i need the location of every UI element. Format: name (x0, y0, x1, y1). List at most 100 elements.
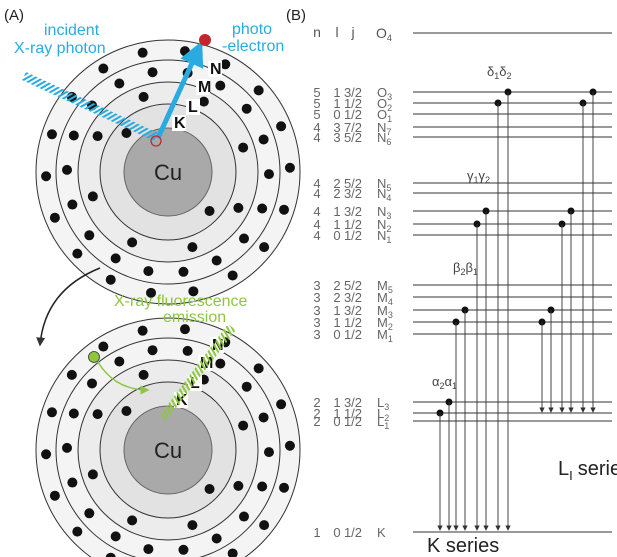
electron (121, 406, 131, 416)
electron (67, 370, 77, 380)
shell-sub: 4 (387, 33, 392, 43)
electron (88, 191, 98, 201)
electron (285, 441, 295, 451)
electron (148, 67, 158, 77)
shell-name: K (377, 525, 386, 540)
electron (143, 266, 153, 276)
quantum-number: 4 (313, 130, 320, 145)
shell-sub: 1 (384, 421, 389, 431)
electron (264, 447, 274, 457)
electron (62, 165, 72, 175)
quantum-number: 2 (313, 414, 320, 429)
line-label: β2β1 (453, 260, 478, 277)
electron (143, 544, 153, 554)
shell-label: K (174, 115, 186, 132)
column-header: j (350, 24, 354, 40)
shell-sub: 2 (386, 224, 391, 234)
shell-sub: 3 (388, 310, 393, 320)
shell-sub: 3 (387, 92, 392, 102)
electron (187, 242, 197, 252)
quantum-number: 3 (313, 327, 320, 342)
electron (242, 382, 252, 392)
quantum-number: 1/2 (344, 228, 362, 243)
electron (148, 345, 158, 355)
electron (69, 408, 79, 418)
quantum-number: 0 (333, 327, 340, 342)
line-symbol: β (453, 260, 460, 275)
shell-sub: 7 (386, 127, 391, 137)
electron (259, 520, 269, 530)
electron (111, 253, 121, 263)
electron (279, 483, 289, 493)
electron (259, 134, 269, 144)
electron (233, 481, 243, 491)
shell-label: M (198, 79, 211, 96)
shell-name: O (376, 25, 387, 41)
electron (187, 520, 197, 530)
line-sub: 2 (485, 175, 490, 185)
electron (67, 478, 77, 488)
electron (67, 200, 77, 210)
line-label: α2α1 (432, 374, 457, 391)
line-symbol: δ (499, 64, 506, 79)
incident-text: incident (44, 22, 100, 39)
quantum-number: 3/2 (344, 186, 362, 201)
electron (98, 64, 108, 74)
line-label: γ1γ2 (467, 168, 490, 185)
quantum-number: 0 (333, 414, 340, 429)
electron (215, 81, 225, 91)
series-text: series (578, 458, 617, 480)
quantum-number: 4 (313, 228, 320, 243)
electron (238, 143, 248, 153)
shell-name: N (377, 228, 386, 243)
electron (93, 131, 103, 141)
line-sub: 1 (452, 381, 457, 391)
shell-sub: 6 (386, 137, 391, 147)
electron (228, 270, 238, 280)
level-label: K (377, 525, 386, 540)
atom: CuNMLK (36, 40, 300, 304)
line-symbol: β (466, 260, 473, 275)
photoelectron (199, 34, 211, 46)
line-label: δ1δ2 (487, 64, 512, 81)
electron (47, 129, 57, 139)
electron (178, 267, 188, 277)
line-sub: 2 (507, 71, 512, 81)
quantum-number: 2 (333, 186, 340, 201)
shell-sub: 4 (388, 297, 393, 307)
shell-label: N (210, 61, 222, 78)
electron (98, 342, 108, 352)
electron (199, 97, 209, 107)
electron (276, 121, 286, 131)
line-sub: 1 (473, 267, 478, 277)
shell-sub: 3 (386, 211, 391, 221)
quantum-number: 0 (333, 228, 340, 243)
electron (215, 359, 225, 369)
electron (264, 169, 274, 179)
figure: CuNMLKCuNMLK (A) incident X-ray photon p… (0, 0, 617, 557)
shell-sub: 5 (388, 285, 393, 295)
element-label: Cu (154, 160, 182, 185)
electron (139, 370, 149, 380)
electron (69, 130, 79, 140)
electron (183, 346, 193, 356)
quantum-number: 1 (313, 525, 320, 540)
photo-text: photo (232, 21, 272, 38)
shell-name: N (377, 186, 386, 201)
electron (87, 378, 97, 388)
electron (233, 203, 243, 213)
series-text: L (558, 458, 569, 480)
shell-name: N (377, 130, 386, 145)
panel-label: (A) (4, 7, 24, 24)
shell-sub: 2 (387, 103, 392, 113)
electron (114, 356, 124, 366)
electron (47, 407, 57, 417)
electron (41, 171, 51, 181)
electron (238, 421, 248, 431)
electron (139, 92, 149, 102)
k-series-label: K series (427, 535, 499, 557)
electron (178, 545, 188, 555)
electron (205, 484, 215, 494)
electron (62, 443, 72, 453)
electron (114, 78, 124, 88)
